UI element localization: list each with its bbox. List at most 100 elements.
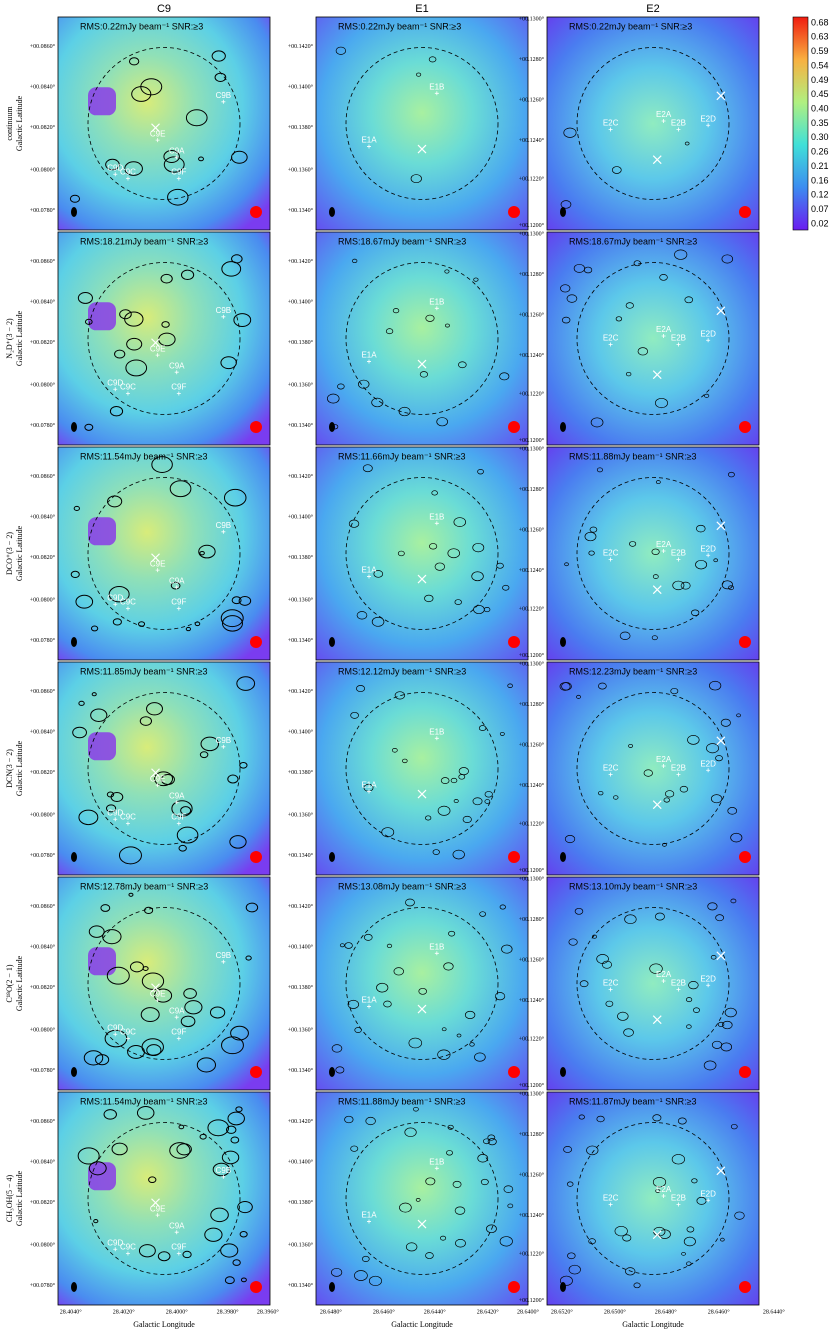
y-tick-label: +00.1400°	[288, 514, 314, 521]
contour	[441, 1027, 447, 1032]
contour	[710, 955, 717, 960]
source-label: E2C	[603, 1194, 619, 1203]
source-marker	[676, 1202, 681, 1207]
contour	[363, 933, 373, 941]
source-marker	[113, 602, 118, 607]
field-of-view	[87, 1122, 241, 1275]
contour	[221, 261, 242, 277]
contour	[245, 902, 259, 913]
y-tick-label: +00.0820°	[30, 984, 56, 991]
source-label: C9A	[169, 576, 185, 585]
y-tick-label: +00.1260°	[519, 741, 545, 748]
panels: C9 28.4040° 28.4020° 28.4000° 28.3980° 28.396…	[5, 3, 786, 1329]
contour	[469, 1042, 475, 1047]
rms-label: RMS:11.88mJy beam⁻¹ SNR:≥3	[569, 451, 697, 461]
rms-label: RMS:0.22mJy beam⁻¹ SNR:≥3	[80, 21, 203, 31]
contour	[444, 323, 450, 328]
contour	[692, 1007, 700, 1013]
colorbar-tick-label: 0.16	[811, 175, 829, 185]
contour	[146, 702, 163, 716]
source-label: C9F	[171, 1028, 186, 1037]
x-tick-label: 28.6500°	[604, 1308, 627, 1315]
contour	[458, 767, 469, 776]
source-marker	[434, 1166, 439, 1171]
contour	[209, 1006, 226, 1019]
map-background	[547, 232, 759, 445]
contour	[245, 955, 252, 961]
contour	[350, 1145, 359, 1152]
contour	[160, 273, 173, 284]
rms-label: RMS:11.87mJy beam⁻¹ SNR:≥3	[569, 1096, 697, 1106]
source-label: E2C	[603, 979, 619, 988]
beam-red	[739, 636, 751, 648]
source-marker	[176, 821, 181, 826]
beam-red	[508, 636, 520, 648]
contour	[112, 618, 122, 626]
contour	[200, 736, 220, 752]
panel-frame	[546, 1091, 760, 1306]
source-marker	[174, 370, 179, 375]
panel-frame	[57, 16, 271, 231]
contour	[584, 531, 597, 542]
contour	[235, 1106, 243, 1113]
source-marker	[125, 1251, 130, 1256]
contour	[185, 109, 208, 127]
y-tick-label: +00.1240°	[519, 137, 545, 144]
y-tick-label: +00.1420°	[288, 473, 314, 480]
contour	[484, 799, 491, 804]
contour	[106, 966, 130, 985]
contour	[356, 611, 368, 620]
y-tick-label: +00.1220°	[519, 605, 545, 612]
rms-label: RMS:12.23mJy beam⁻¹ SNR:≥3	[569, 666, 697, 676]
y-tick-label: +00.1380°	[288, 339, 314, 346]
contour	[677, 1117, 687, 1125]
contour	[613, 795, 619, 800]
contour	[114, 349, 126, 359]
contour	[141, 972, 165, 990]
contour	[394, 691, 406, 700]
source-marker	[661, 548, 666, 553]
source-label: E2A	[656, 755, 672, 764]
row-label: DCN(3 − 2)	[5, 749, 14, 788]
source-marker	[176, 176, 181, 181]
contour	[425, 314, 435, 322]
y-tick-label: +00.1340°	[288, 852, 314, 859]
contour	[588, 550, 595, 556]
y-tick-label: +00.1420°	[288, 43, 314, 50]
field-of-view	[576, 692, 730, 845]
contour	[484, 791, 493, 798]
source-marker	[608, 557, 613, 562]
y-tick-label: +00.0800°	[30, 812, 56, 819]
y-axis-label: Galactic Latitude	[15, 525, 24, 581]
field-of-view	[576, 1122, 730, 1275]
x-tick-label: 28.6400°	[517, 1308, 540, 1315]
row-label: N₂D⁺(3 − 2)	[5, 318, 14, 359]
contour	[185, 626, 192, 632]
y-axis-label: Galactic Latitude	[15, 95, 24, 151]
field-of-view	[345, 1122, 499, 1275]
contour	[597, 790, 604, 796]
y-tick-label: +00.0840°	[30, 1159, 56, 1166]
contour	[326, 393, 340, 404]
y-tick-label: +00.1280°	[519, 56, 545, 63]
cross-marker	[652, 370, 662, 380]
contour	[434, 562, 446, 571]
contour	[198, 156, 204, 162]
contour	[119, 309, 132, 320]
contour	[231, 150, 248, 164]
y-tick-label: +00.1240°	[519, 567, 545, 574]
contour	[110, 792, 124, 803]
contour	[182, 1250, 192, 1259]
contour	[617, 1011, 629, 1021]
source-marker	[221, 959, 226, 964]
y-tick-label: +00.1300°	[519, 876, 545, 883]
contour	[402, 758, 408, 764]
map-background	[316, 1092, 528, 1305]
cross-marker	[652, 1015, 662, 1025]
colorbar-tick-label: 0.40	[811, 104, 829, 114]
source-label: E1B	[429, 1157, 444, 1166]
rms-label: RMS:18.21mJy beam⁻¹ SNR:≥3	[80, 236, 208, 246]
